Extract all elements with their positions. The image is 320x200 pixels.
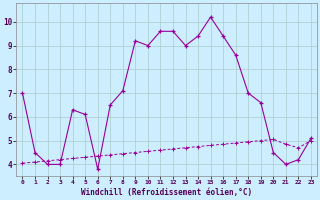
X-axis label: Windchill (Refroidissement éolien,°C): Windchill (Refroidissement éolien,°C) — [81, 188, 252, 197]
